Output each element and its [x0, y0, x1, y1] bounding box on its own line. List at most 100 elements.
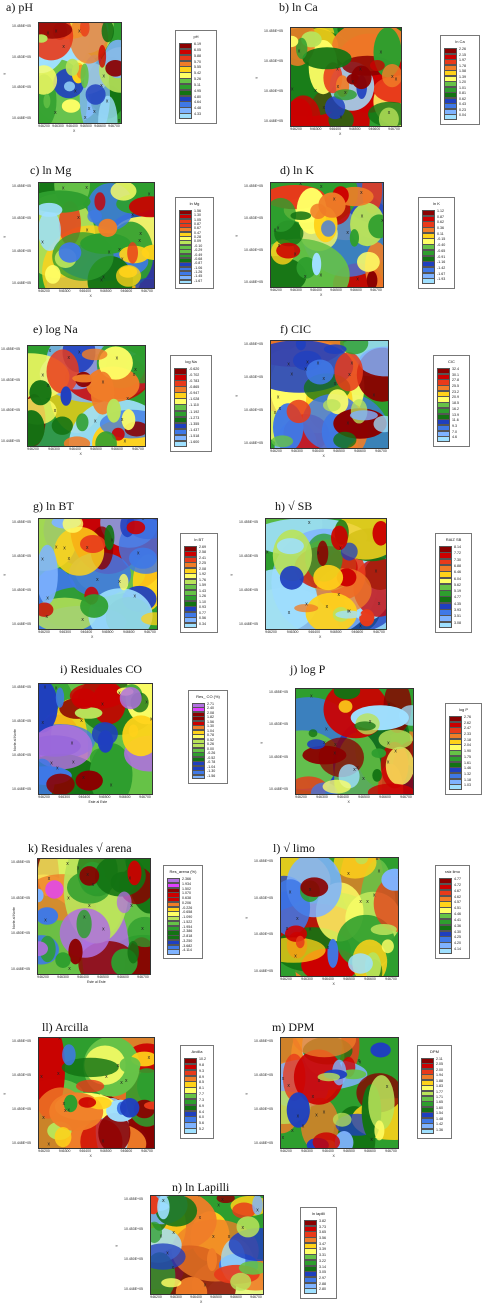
- legend-title: ln Ca: [441, 39, 479, 44]
- x-tick-label: 946500: [102, 630, 114, 634]
- contour-patch: [372, 769, 382, 782]
- legend-value: 3.51: [454, 614, 461, 618]
- legend-value: 1.01: [459, 86, 466, 90]
- contour-patch: [59, 242, 82, 262]
- y-tick-label: 10.450E+05: [11, 931, 30, 935]
- panel-title: ll) Arcilla: [42, 1020, 88, 1035]
- x-tick-label: 946600: [121, 289, 133, 293]
- legend-value: 3.08: [454, 621, 461, 625]
- y-tick-label: 10.450E+05: [269, 755, 288, 759]
- panel-title: m) DPM: [272, 1020, 314, 1035]
- x-tick-label: 946700: [370, 288, 382, 292]
- contour-patch: [161, 1278, 181, 1287]
- legend-value: 3.56: [319, 1236, 326, 1240]
- y-tick-label: 10.450E+05: [254, 932, 273, 936]
- y-tick-label: 10.453E+05: [12, 216, 31, 220]
- color-legend: log Na-0.620-0.702-0.783-0.865-0.947-1.0…: [170, 355, 212, 452]
- legend-value: 1.56: [207, 720, 214, 724]
- contour-patch: [46, 774, 74, 794]
- legend-value: 13.9: [452, 413, 459, 417]
- contour-patch: [129, 725, 139, 738]
- legend-value: 3.65: [319, 1230, 326, 1234]
- x-tick-label: 946600: [354, 449, 366, 453]
- legend-value: 8.9: [199, 1075, 204, 1079]
- contour-patch: [372, 748, 387, 758]
- x-tick-label: 946600: [121, 1149, 133, 1153]
- legend-value: -1.518: [189, 434, 199, 438]
- x-tick-label: 946200: [38, 289, 50, 293]
- x-tick-label: 946600: [352, 630, 364, 634]
- legend-value: 2.58: [199, 550, 206, 554]
- contour-patch: [309, 729, 318, 737]
- x-tick-label: 946400: [308, 630, 320, 634]
- legend-title: ln Mg: [176, 201, 213, 206]
- y-tick-label: 10.450E+05: [12, 1107, 31, 1111]
- contour-patch: [333, 1113, 352, 1127]
- legend-value: 6.19: [194, 42, 201, 46]
- contour-patch: [230, 1273, 251, 1291]
- x-tick-label: 946400: [77, 975, 89, 979]
- contour-patch: [237, 1216, 260, 1237]
- legend-value: 11.6: [452, 418, 459, 422]
- sample-point-marker: x: [217, 1202, 220, 1208]
- legend-value: 1.32: [464, 772, 471, 776]
- legend-title: Res_ CO (%): [189, 694, 227, 699]
- legend-title: Arcilla: [181, 1049, 213, 1054]
- legend-value: 4.67: [454, 889, 461, 893]
- sample-point-marker: x: [381, 218, 383, 224]
- panel-title: k) Residuales √ arena: [28, 841, 132, 856]
- legend-value: 4.33: [194, 112, 201, 116]
- legend-value: 5.62: [454, 583, 461, 587]
- legend-value: -1.42: [437, 266, 445, 270]
- legend-value: 2.11: [436, 1057, 443, 1061]
- legend-value: 6.4: [199, 1110, 204, 1114]
- contour-patch: [291, 211, 312, 220]
- panel-title: f) CIC: [280, 322, 311, 337]
- legend-value: -1.04: [207, 765, 215, 769]
- x-tick-label: 946400: [79, 1149, 91, 1153]
- y-tick-label: 10.453E+05: [269, 722, 288, 726]
- legend-value: 1.88: [436, 1079, 443, 1083]
- y-tick-label: 10.455E+05: [239, 520, 258, 524]
- legend-value: 4.20: [454, 941, 461, 945]
- legend-value: 32.4: [452, 367, 459, 371]
- legend-value: 7.7: [199, 1092, 204, 1096]
- panel-title: n) ln Lapilli: [172, 1180, 229, 1195]
- x-tick-label: 946700: [388, 127, 400, 131]
- y-tick-label: 10.448E+05: [239, 622, 258, 626]
- contour-patch: [370, 1043, 390, 1058]
- y-tick-label: 10.453E+05: [124, 1227, 143, 1231]
- legend-swatch: [421, 1129, 434, 1135]
- x-tick-label: 946700: [385, 1149, 397, 1153]
- legend-value: 0.638: [182, 896, 191, 900]
- legend-value: -1.600: [189, 440, 199, 444]
- panel-title: d) ln K: [280, 163, 314, 178]
- y-axis-title: Y: [260, 741, 264, 743]
- legend-value: 27.8: [452, 378, 459, 382]
- contour-patch: [127, 521, 146, 535]
- contour-patch: [300, 877, 328, 897]
- legend-value: 0.52: [207, 738, 214, 742]
- legend-value: 1.97: [459, 58, 466, 62]
- x-tick-label: 946300: [52, 124, 64, 128]
- y-axis-title: Y: [3, 235, 7, 237]
- x-tick-label: 946600: [119, 795, 131, 799]
- legend-value: 0.34: [199, 622, 206, 626]
- legend-value: 16.2: [452, 407, 459, 411]
- legend-value: 0.00: [207, 747, 214, 751]
- panel-title: h) √ SB: [275, 499, 312, 514]
- contour-patch: [313, 565, 343, 590]
- contour-patch: [79, 866, 99, 886]
- y-tick-label: 10.453E+05: [12, 55, 31, 59]
- legend-value: -3.250: [182, 939, 192, 943]
- y-tick-label: 10.453E+05: [264, 59, 283, 63]
- x-tick-label: 946200: [265, 630, 277, 634]
